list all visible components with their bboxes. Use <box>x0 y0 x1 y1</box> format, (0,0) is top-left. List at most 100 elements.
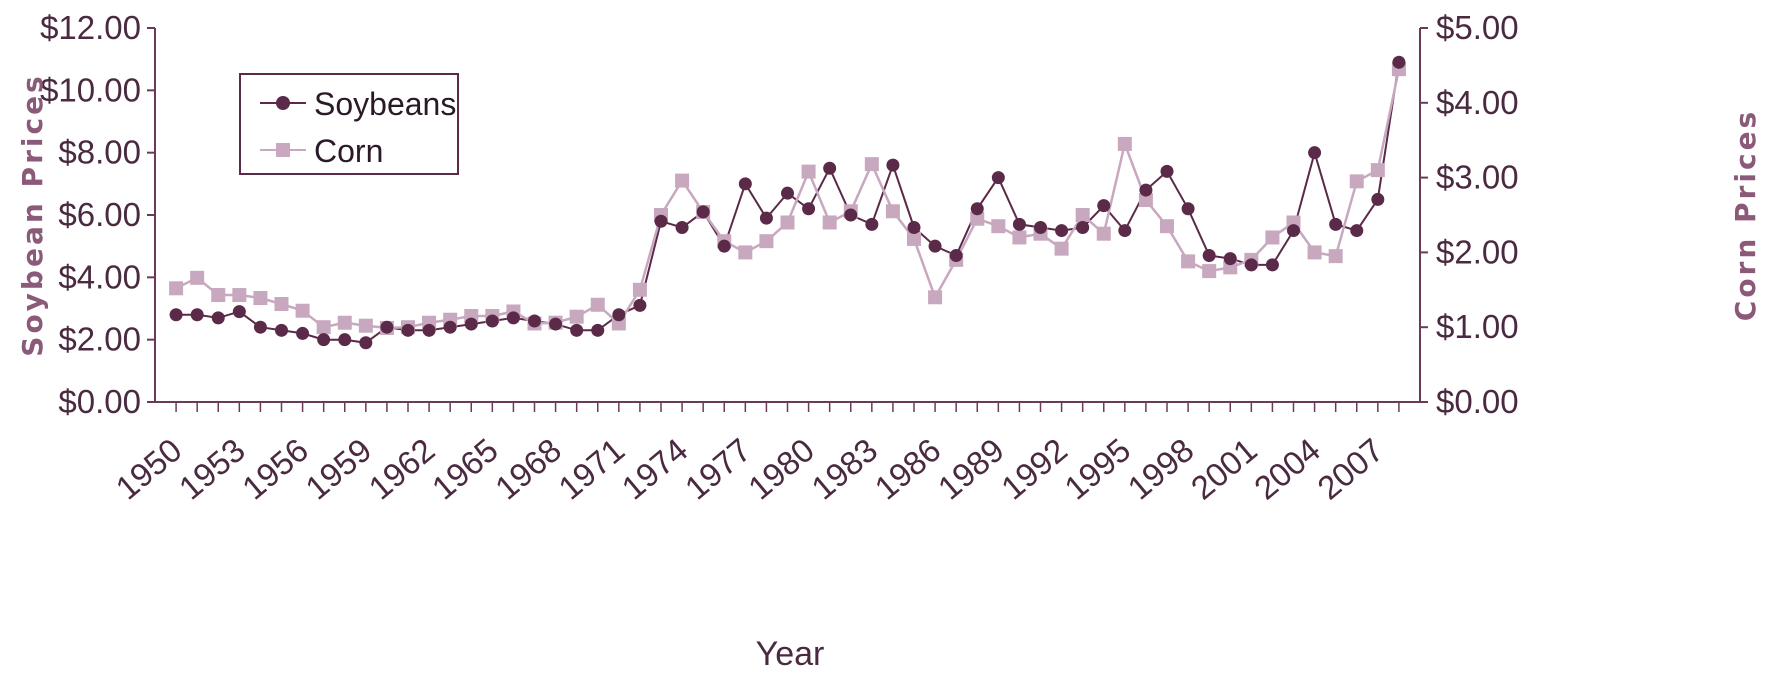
data-point-corn <box>211 288 226 303</box>
legend-corn-label: Corn <box>314 133 383 169</box>
data-point-soybeans <box>1329 217 1343 231</box>
data-point-corn <box>1307 245 1322 260</box>
data-point-corn <box>274 297 289 312</box>
data-point-soybeans <box>401 323 415 337</box>
data-point-soybeans <box>338 333 352 347</box>
data-point-soybeans <box>844 208 858 222</box>
x-tick-label: 1998 <box>1121 431 1201 507</box>
data-point-soybeans <box>232 305 246 319</box>
data-point-soybeans <box>296 326 310 340</box>
data-point-soybeans <box>1265 258 1279 272</box>
data-point-soybeans <box>696 205 710 219</box>
data-point-corn <box>1328 249 1343 264</box>
data-point-soybeans <box>1034 220 1047 234</box>
data-point-soybeans <box>1223 252 1237 266</box>
legend-box <box>239 73 459 175</box>
data-point-corn <box>1012 230 1027 245</box>
data-point-soybeans <box>169 308 183 322</box>
legend-corn-marker <box>276 143 290 157</box>
data-point-soybeans <box>1160 164 1174 178</box>
x-tick-label: 1980 <box>741 431 821 507</box>
data-point-corn <box>232 288 247 303</box>
data-point-corn <box>1160 219 1174 234</box>
x-tick-label: 1953 <box>172 431 252 507</box>
data-point-corn <box>1117 136 1132 151</box>
data-point-soybeans <box>865 217 879 231</box>
data-point-soybeans <box>612 308 626 322</box>
data-point-soybeans <box>759 211 773 225</box>
data-point-soybeans <box>1076 220 1090 234</box>
data-point-corn <box>675 173 690 188</box>
data-point-soybeans <box>1350 224 1364 238</box>
data-point-corn <box>1054 241 1069 256</box>
data-point-corn <box>759 234 774 249</box>
data-point-soybeans <box>1371 192 1385 206</box>
y-right-tick-label: $4.00 <box>1436 84 1519 121</box>
data-point-soybeans <box>190 308 204 322</box>
data-point-soybeans <box>443 320 457 334</box>
data-point-corn <box>1202 264 1217 279</box>
data-point-soybeans <box>928 239 942 253</box>
data-point-corn <box>1370 163 1385 178</box>
y-right-tick-label: $1.00 <box>1436 308 1519 345</box>
y-left-tick-label: $6.00 <box>58 196 141 233</box>
data-point-soybeans <box>823 161 837 175</box>
data-point-corn <box>885 204 900 219</box>
x-tick-label: 1995 <box>1057 431 1137 507</box>
x-tick-label: 2001 <box>1184 431 1264 507</box>
y-left-tick-label: $10.00 <box>40 71 141 108</box>
x-tick-label: 2007 <box>1310 431 1390 507</box>
y-right-tick-label: $5.00 <box>1436 9 1519 46</box>
data-point-corn <box>907 231 921 246</box>
data-point-soybeans <box>1055 224 1069 238</box>
data-point-soybeans <box>1287 224 1300 238</box>
data-point-corn <box>1265 230 1280 245</box>
y-right-axis-title: Corn Prices <box>1729 109 1762 321</box>
data-point-corn <box>358 318 373 333</box>
data-point-soybeans <box>591 323 605 337</box>
data-point-soybeans <box>970 202 984 216</box>
data-point-soybeans <box>317 333 331 347</box>
legend: Soybeans Corn <box>239 73 459 175</box>
data-point-soybeans <box>991 171 1005 185</box>
data-point-corn <box>295 303 310 318</box>
x-tick-label: 1959 <box>298 431 378 507</box>
data-point-corn <box>632 282 647 297</box>
legend-soybeans-marker <box>276 96 290 110</box>
x-tick-label: 1974 <box>615 431 695 507</box>
x-tick-label: 1977 <box>678 431 758 507</box>
legend-soybeans-label: Soybeans <box>314 86 456 122</box>
x-tick-label: 1968 <box>488 431 568 507</box>
data-point-corn <box>780 215 795 230</box>
x-axis-title: Year <box>756 635 825 673</box>
data-point-corn <box>822 215 837 230</box>
data-point-soybeans <box>738 177 752 191</box>
data-point-soybeans <box>464 317 478 331</box>
data-point-corn <box>316 320 331 335</box>
data-point-soybeans <box>781 186 794 200</box>
x-tick-label: 1989 <box>931 431 1011 507</box>
data-point-soybeans <box>717 239 731 253</box>
x-tick-label: 1992 <box>994 431 1074 507</box>
data-point-soybeans <box>380 320 394 334</box>
data-point-soybeans <box>211 311 225 325</box>
data-point-soybeans <box>359 336 373 350</box>
data-point-soybeans <box>1139 183 1153 197</box>
data-point-corn <box>1138 193 1153 208</box>
data-point-soybeans <box>949 249 963 263</box>
y-right-tick-label: $2.00 <box>1436 233 1519 270</box>
data-point-soybeans <box>549 317 563 331</box>
x-tick-label: 1986 <box>868 431 948 507</box>
data-point-corn <box>1349 174 1364 189</box>
data-point-corn <box>801 164 816 179</box>
y-left-tick-label: $8.00 <box>58 134 141 171</box>
data-point-corn <box>190 270 205 285</box>
data-point-soybeans <box>1244 258 1258 272</box>
series-markers <box>169 55 1406 350</box>
x-tick-label: 1983 <box>804 431 884 507</box>
y-left-tick-label: $2.00 <box>58 321 141 358</box>
data-point-soybeans <box>1392 55 1406 69</box>
data-point-soybeans <box>1012 217 1026 231</box>
data-point-corn <box>970 211 985 226</box>
